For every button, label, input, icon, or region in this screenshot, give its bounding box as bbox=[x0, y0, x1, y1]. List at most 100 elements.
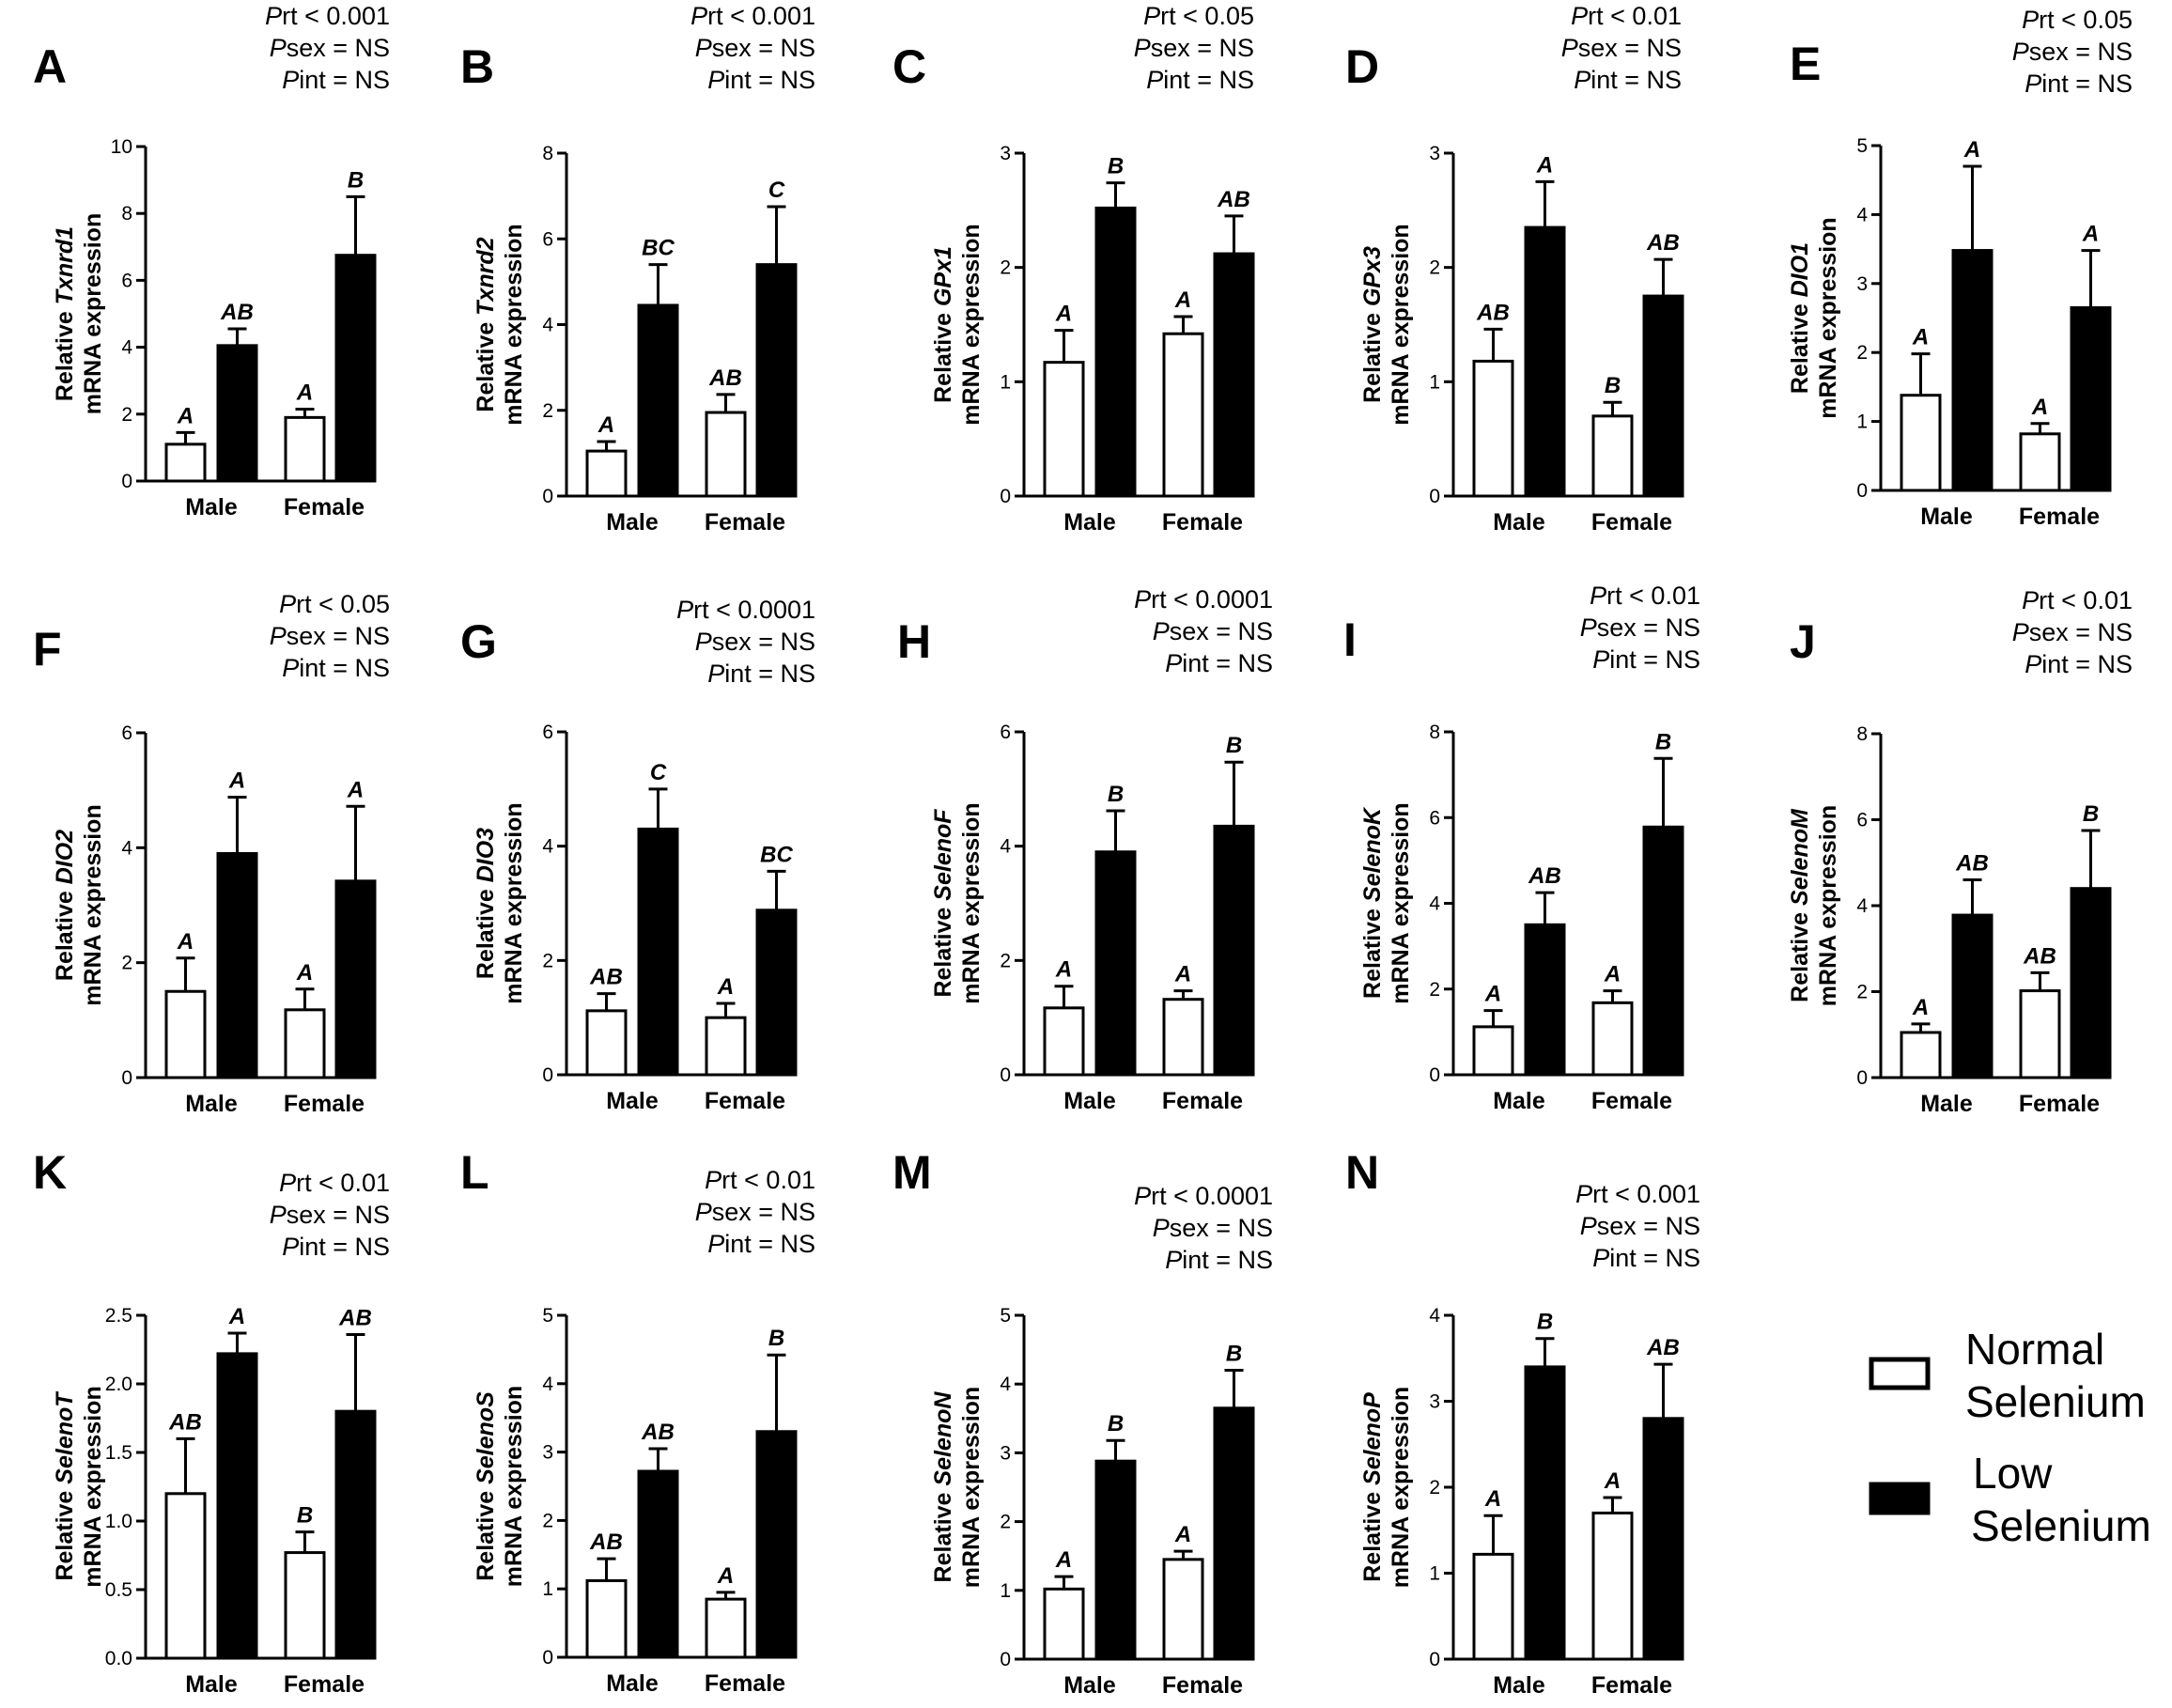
y-tick-label: 5 bbox=[1856, 135, 1868, 157]
bar-low-selenium bbox=[637, 827, 679, 1077]
stat-line: Prt < 0.0001 bbox=[1134, 1182, 1273, 1210]
stat-p-symbol: P bbox=[705, 1166, 721, 1194]
panel-letter: I bbox=[1343, 613, 1357, 666]
bar-normal-selenium bbox=[1043, 1006, 1085, 1077]
significance-letter: B bbox=[1537, 1310, 1553, 1335]
y-axis-label-gene: Txnrd1 bbox=[52, 226, 78, 304]
significance-letter: B bbox=[2083, 801, 2099, 827]
significance-letter: B bbox=[768, 1326, 784, 1351]
significance-letter: A bbox=[347, 777, 364, 802]
bar-low-selenium bbox=[1951, 913, 1994, 1079]
significance-letter: A bbox=[228, 1304, 245, 1329]
category-label-female: Female bbox=[2019, 1091, 2100, 1117]
y-axis-label-prefix: Relative bbox=[930, 901, 956, 998]
y-axis-label-prefix: Relative bbox=[1359, 902, 1386, 999]
panel-letter: N bbox=[1345, 1146, 1379, 1199]
stat-p-symbol: P bbox=[270, 622, 287, 650]
y-tick-label: 3 bbox=[1000, 143, 1011, 164]
stat-value: int = NS bbox=[724, 66, 815, 94]
y-axis-label: Relative DIO3 bbox=[473, 828, 499, 979]
stat-value: rt < 0.05 bbox=[2039, 6, 2133, 34]
stat-line: Pint = NS bbox=[2025, 650, 2133, 678]
y-tick-label: 1 bbox=[542, 1578, 553, 1600]
y-axis-label-line2: mRNA expression bbox=[501, 802, 527, 1003]
bar-low-selenium bbox=[755, 1430, 798, 1659]
significance-letter: A bbox=[228, 769, 245, 794]
stat-value: int = NS bbox=[1609, 645, 1700, 674]
panel-letter: C bbox=[892, 40, 926, 93]
bar-low-selenium bbox=[216, 344, 258, 483]
bar-low-selenium bbox=[334, 1409, 377, 1660]
significance-letter: C bbox=[768, 178, 785, 203]
y-tick-label: 4 bbox=[1856, 895, 1868, 917]
y-axis-label-line2: mRNA expression bbox=[1388, 1387, 1414, 1588]
stat-p-symbol: P bbox=[1590, 582, 1606, 610]
legend: Normal Selenium Low Selenium bbox=[1869, 1325, 2151, 1550]
y-tick-label: 4 bbox=[1000, 836, 1011, 858]
y-tick-label: 5 bbox=[542, 1305, 553, 1327]
stat-line: Pint = NS bbox=[2025, 70, 2133, 98]
stat-p-symbol: P bbox=[707, 1230, 724, 1258]
y-axis-label-line2: mRNA expression bbox=[1815, 217, 1841, 418]
stat-p-symbol: P bbox=[695, 34, 712, 62]
stat-value: int = NS bbox=[724, 660, 815, 688]
significance-letter: B bbox=[1108, 154, 1124, 179]
y-tick-label: 0 bbox=[1000, 1649, 1011, 1670]
panel-letter: D bbox=[1345, 40, 1379, 93]
stat-p-symbol: P bbox=[2022, 6, 2039, 34]
y-axis-label-prefix: Relative bbox=[52, 884, 78, 981]
stat-p-symbol: P bbox=[1134, 34, 1151, 62]
significance-letter: AB bbox=[1646, 230, 1680, 256]
category-label-female: Female bbox=[705, 1088, 785, 1114]
significance-letter: AB bbox=[589, 965, 623, 990]
bar-low-selenium bbox=[1094, 1459, 1137, 1661]
y-axis-label-line2: mRNA expression bbox=[501, 1386, 527, 1587]
significance-letter: AB bbox=[1955, 851, 1989, 877]
bar-low-selenium bbox=[1094, 206, 1137, 498]
bar-low-selenium bbox=[334, 879, 377, 1079]
significance-letter: B bbox=[1655, 729, 1671, 754]
y-axis-label-prefix: Relative bbox=[1359, 1485, 1386, 1582]
category-label-male: Male bbox=[606, 1088, 659, 1114]
stat-value: rt < 0.001 bbox=[707, 2, 815, 30]
y-tick-label: 1 bbox=[1429, 1563, 1440, 1585]
y-tick-label: 0 bbox=[121, 471, 132, 492]
significance-letter: AB bbox=[708, 365, 742, 391]
significance-letter: A bbox=[1912, 995, 1929, 1020]
significance-letter: AB bbox=[1528, 863, 1561, 889]
stat-line: Psex = NS bbox=[2012, 38, 2133, 66]
y-tick-label: 6 bbox=[1856, 810, 1868, 831]
category-label-female: Female bbox=[1591, 1672, 1672, 1699]
y-tick-label: 2.0 bbox=[105, 1374, 132, 1395]
category-label-male: Male bbox=[1493, 1088, 1545, 1114]
y-axis-label-prefix: Relative bbox=[1359, 306, 1386, 403]
stat-value: rt < 0.05 bbox=[296, 590, 390, 618]
stat-line: Psex = NS bbox=[1134, 34, 1254, 62]
y-tick-label: 0 bbox=[542, 1064, 553, 1086]
significance-letter: B bbox=[1226, 733, 1242, 758]
y-tick-label: 6 bbox=[1429, 807, 1440, 829]
bar-normal-selenium bbox=[164, 1492, 207, 1660]
panel-letter: J bbox=[1790, 615, 1816, 668]
y-axis-label-gene: SelenoT bbox=[52, 1390, 78, 1484]
significance-letter: A bbox=[177, 929, 194, 955]
y-axis-label-line2: mRNA expression bbox=[1388, 224, 1414, 425]
y-tick-label: 8 bbox=[121, 203, 132, 225]
bar-low-selenium bbox=[1213, 252, 1255, 498]
stat-line: Prt < 0.001 bbox=[690, 2, 815, 30]
significance-letter: AB bbox=[1217, 187, 1250, 212]
significance-letter: AB bbox=[2023, 943, 2056, 969]
significance-letter: B bbox=[348, 167, 364, 193]
category-label-female: Female bbox=[1162, 1672, 1243, 1699]
stat-line: Pint = NS bbox=[282, 654, 390, 682]
y-axis-label-prefix: Relative bbox=[1787, 297, 1813, 394]
y-tick-label: 2 bbox=[542, 400, 553, 422]
category-label-female: Female bbox=[284, 494, 365, 520]
stat-line: Pint = NS bbox=[1574, 66, 1682, 94]
y-axis-label-gene: SelenoN bbox=[930, 1391, 956, 1486]
stat-line: Prt < 0.05 bbox=[279, 590, 390, 618]
stat-value: rt < 0.01 bbox=[2039, 586, 2133, 614]
